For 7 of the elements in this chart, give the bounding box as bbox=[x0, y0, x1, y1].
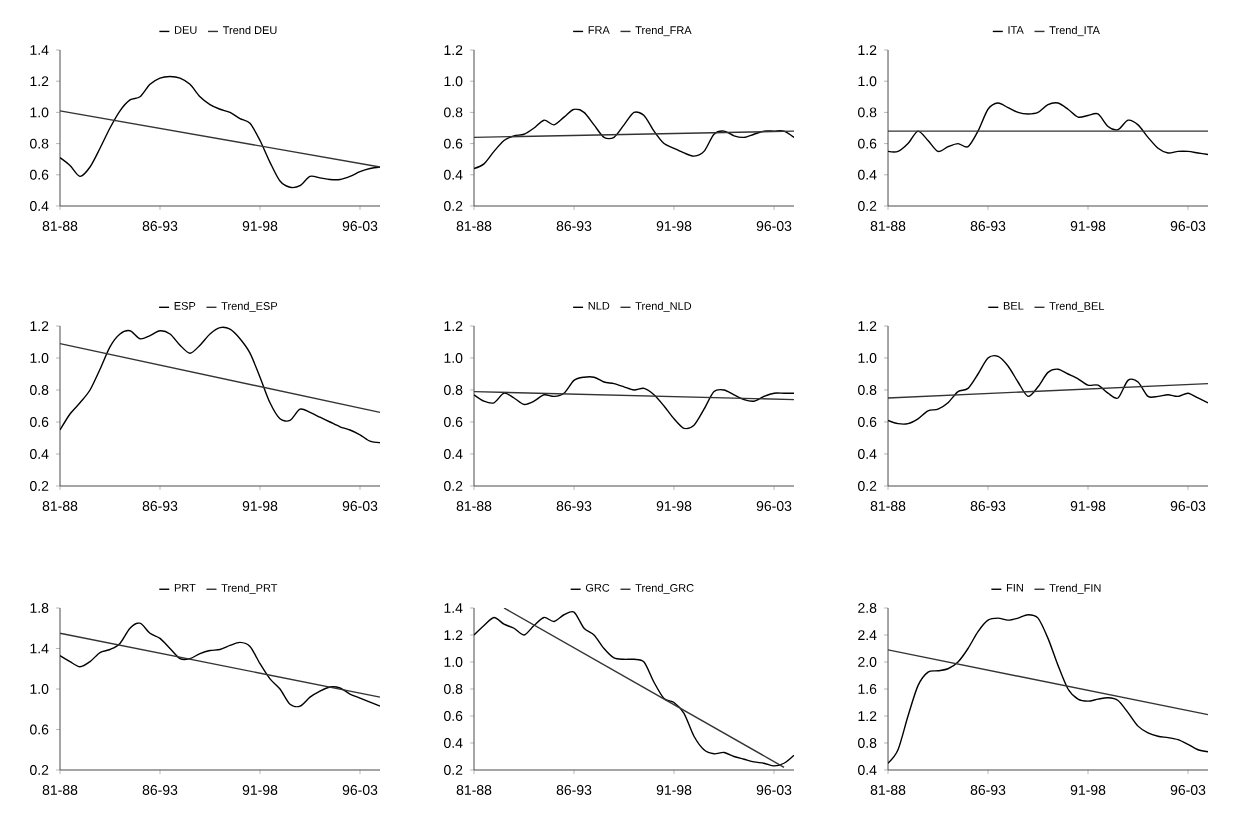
line-series bbox=[60, 75, 381, 189]
line-series bbox=[60, 326, 381, 444]
line-series bbox=[474, 376, 794, 430]
line-series bbox=[888, 355, 1209, 425]
line-series bbox=[474, 108, 794, 170]
line-series bbox=[888, 614, 1209, 764]
line-series bbox=[888, 102, 1209, 156]
